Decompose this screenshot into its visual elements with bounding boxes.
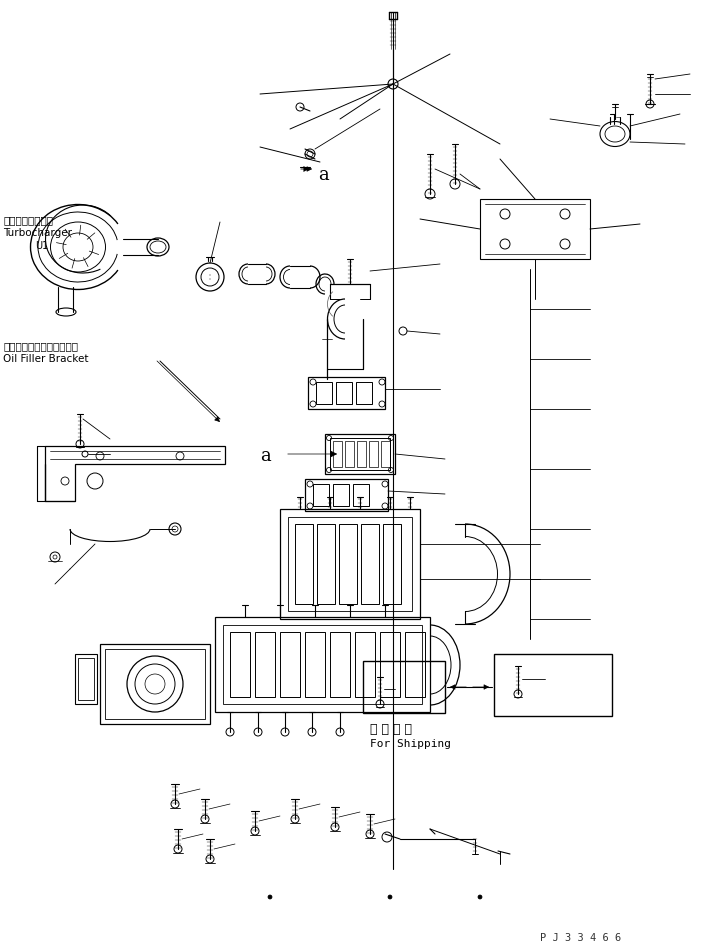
Bar: [369, 442, 378, 467]
Circle shape: [388, 895, 392, 899]
Bar: [380, 632, 400, 697]
Bar: [316, 383, 332, 405]
Bar: [333, 442, 342, 467]
Bar: [353, 485, 369, 506]
Text: オイルフィルタブラケット: オイルフィルタブラケット: [3, 341, 78, 350]
Bar: [339, 525, 357, 605]
Text: a: a: [260, 446, 271, 465]
Bar: [78, 659, 94, 701]
Text: P J 3 3 4 6 6: P J 3 3 4 6 6: [540, 932, 621, 942]
Bar: [383, 525, 401, 605]
Bar: [361, 525, 379, 605]
Bar: [405, 632, 425, 697]
Bar: [230, 632, 250, 697]
Bar: [105, 649, 205, 720]
Bar: [75, 654, 97, 704]
Text: Oil Filler Bracket: Oil Filler Bracket: [3, 353, 89, 364]
Text: U1: U1: [35, 241, 48, 250]
Bar: [357, 442, 366, 467]
Bar: [313, 485, 329, 506]
Bar: [280, 632, 300, 697]
Text: For Shipping: For Shipping: [370, 738, 451, 748]
Bar: [100, 645, 210, 724]
Bar: [325, 434, 395, 474]
Bar: [330, 632, 350, 697]
Bar: [345, 442, 354, 467]
Bar: [336, 383, 352, 405]
Text: 運 搬 部 品: 運 搬 部 品: [370, 723, 412, 736]
Bar: [355, 632, 375, 697]
Circle shape: [478, 895, 482, 899]
Bar: [255, 632, 275, 697]
Bar: [317, 525, 335, 605]
Text: Turbocharger: Turbocharger: [3, 228, 72, 238]
Circle shape: [268, 895, 272, 899]
Bar: [305, 632, 325, 697]
Text: a: a: [318, 166, 329, 184]
Bar: [494, 654, 612, 716]
Bar: [295, 525, 313, 605]
Bar: [356, 383, 372, 405]
Bar: [330, 439, 390, 470]
Bar: [363, 662, 445, 713]
Bar: [381, 442, 390, 467]
Text: ターボチャージャ: ターボチャージャ: [3, 215, 53, 225]
Bar: [333, 485, 349, 506]
